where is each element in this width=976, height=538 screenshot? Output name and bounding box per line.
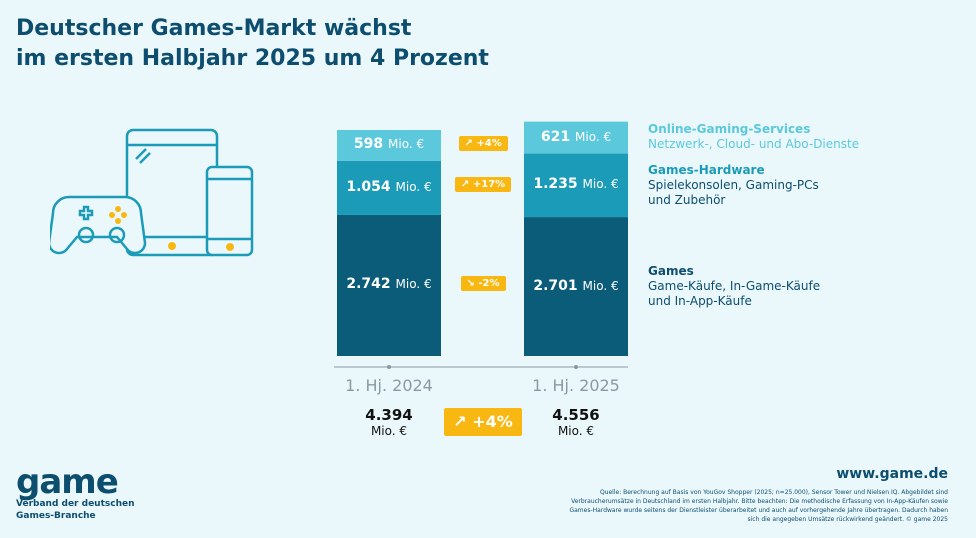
data-label: 598 Mio. € bbox=[353, 136, 425, 153]
change-badge: ↘ -2% bbox=[460, 276, 506, 292]
org-name: Verband der deutschen Games-Branche bbox=[16, 499, 135, 521]
data-label: 2.742 Mio. € bbox=[346, 276, 432, 293]
total-change-badge: ↗ +4% bbox=[444, 408, 522, 436]
legend-hardware: Games-Hardware Spielekonsolen, Gaming-PC… bbox=[648, 163, 819, 207]
game-logo: game bbox=[16, 462, 119, 502]
total-2025: 4.556 Mio. € bbox=[552, 406, 600, 438]
legend-online: Online-Gaming-Services Netzwerk-, Cloud-… bbox=[648, 122, 860, 151]
total-2024: 4.394 Mio. € bbox=[365, 406, 413, 438]
page-title: Deutscher Games-Markt wächst im ersten H… bbox=[16, 16, 489, 71]
bar-segment-games bbox=[524, 217, 628, 356]
year-label-2025: 1. Hj. 2025 bbox=[532, 376, 620, 395]
bar-segment-online-gaming-services bbox=[524, 121, 628, 154]
change-badge: ↗ +17% bbox=[455, 176, 512, 192]
source-note: Quelle: Berechnung auf Basis von YouGov … bbox=[569, 489, 948, 523]
website-link[interactable]: www.game.de bbox=[836, 466, 948, 482]
year-label-2024: 1. Hj. 2024 bbox=[345, 376, 433, 395]
bar-segment-online-gaming-services bbox=[337, 130, 441, 161]
phone-icon bbox=[205, 165, 254, 257]
data-label: 1.235 Mio. € bbox=[533, 176, 619, 193]
devices-illustration bbox=[50, 128, 254, 257]
bar-segment-games-hardware bbox=[337, 160, 441, 215]
axis-tick bbox=[574, 365, 578, 369]
axis-tick bbox=[387, 365, 391, 369]
data-label: 621 Mio. € bbox=[540, 128, 612, 145]
change-badge: ↗ +4% bbox=[458, 136, 508, 152]
bar-segment-games bbox=[337, 214, 441, 356]
data-label: 2.701 Mio. € bbox=[533, 277, 619, 294]
bar-segment-games-hardware bbox=[524, 153, 628, 218]
data-label: 1.054 Mio. € bbox=[346, 178, 432, 195]
legend-games: Games Game-Käufe, In-Game-Käufe und In-A… bbox=[648, 264, 821, 308]
